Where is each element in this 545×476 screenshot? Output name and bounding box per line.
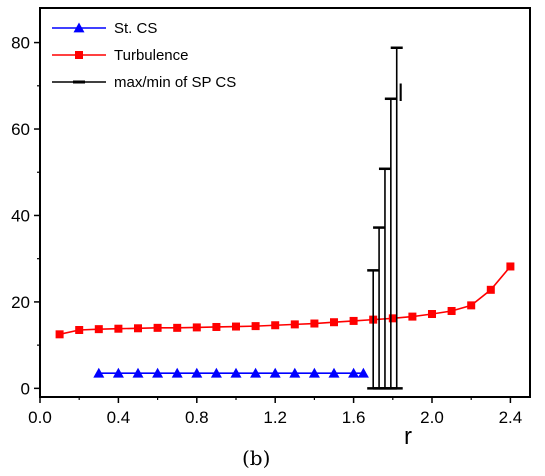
data-point <box>349 316 358 325</box>
legend-marker <box>73 22 85 33</box>
series-layer <box>55 46 515 390</box>
data-point <box>55 330 64 339</box>
y-tick-label: 80 <box>11 34 30 53</box>
data-point <box>152 367 164 378</box>
data-point <box>191 367 203 378</box>
x-axis-title: r <box>404 423 412 450</box>
data-point <box>192 323 201 332</box>
data-point <box>75 326 84 335</box>
x-tick-label: 1.2 <box>263 408 287 427</box>
data-point <box>486 285 495 294</box>
data-point <box>289 367 301 378</box>
data-point <box>93 367 105 378</box>
data-point <box>467 301 476 310</box>
y-tick-label: 40 <box>11 206 30 225</box>
data-point <box>506 262 515 271</box>
data-point <box>290 320 299 329</box>
figure-caption: (b) <box>242 446 270 470</box>
legend-label: Turbulence <box>114 47 189 64</box>
data-point <box>134 324 142 333</box>
data-point <box>171 367 183 378</box>
data-point <box>428 310 436 319</box>
data-point <box>251 322 260 331</box>
data-point <box>153 323 162 332</box>
x-tick-label: 0.0 <box>28 408 52 427</box>
data-point <box>230 367 242 378</box>
legend: St. CS Turbulence max/min of SP CS <box>52 20 236 91</box>
data-point <box>94 325 103 334</box>
series-max-min-of-sp-cs <box>367 46 403 390</box>
legend-marker <box>75 51 83 59</box>
data-point <box>328 367 340 378</box>
legend-item: St. CS <box>52 20 157 37</box>
x-tick-label: 0.8 <box>185 408 209 427</box>
data-point <box>348 367 360 378</box>
legend-label: max/min of SP CS <box>114 74 236 91</box>
data-point <box>388 314 397 323</box>
series-line <box>59 265 512 336</box>
data-point <box>271 321 280 330</box>
legend-item: Turbulence <box>52 47 189 64</box>
data-point <box>114 324 123 333</box>
y-tick-label: 20 <box>11 293 30 312</box>
x-tick-label: 1.6 <box>342 408 366 427</box>
series-st-cs <box>93 367 369 378</box>
data-point <box>232 322 240 331</box>
data-point <box>212 322 221 331</box>
plot-area: 0.0 0.4 0.8 1.2 1.6 2.0 2.4 0 20 40 60 80 <box>11 7 531 427</box>
data-point <box>357 367 369 378</box>
data-point <box>112 367 124 378</box>
y-tick-label: 0 <box>21 379 30 398</box>
data-point <box>173 323 182 332</box>
data-point <box>330 318 338 327</box>
x-tick-label: 0.4 <box>107 408 131 427</box>
data-point <box>269 367 281 378</box>
x-tick-label: 2.4 <box>499 408 523 427</box>
data-point <box>210 367 222 378</box>
y-axis-title: l <box>398 80 403 107</box>
legend-label: St. CS <box>114 20 157 37</box>
legend-item: max/min of SP CS <box>52 74 236 91</box>
y-tick-label: 60 <box>11 120 30 139</box>
data-point <box>250 367 262 378</box>
data-point <box>408 312 417 321</box>
x-tick-label: 2.0 <box>420 408 444 427</box>
plot-frame <box>39 7 531 398</box>
data-point <box>308 367 320 378</box>
data-point <box>132 367 144 378</box>
series-turbulence <box>55 262 515 339</box>
data-point <box>310 319 319 328</box>
data-point <box>447 306 456 315</box>
